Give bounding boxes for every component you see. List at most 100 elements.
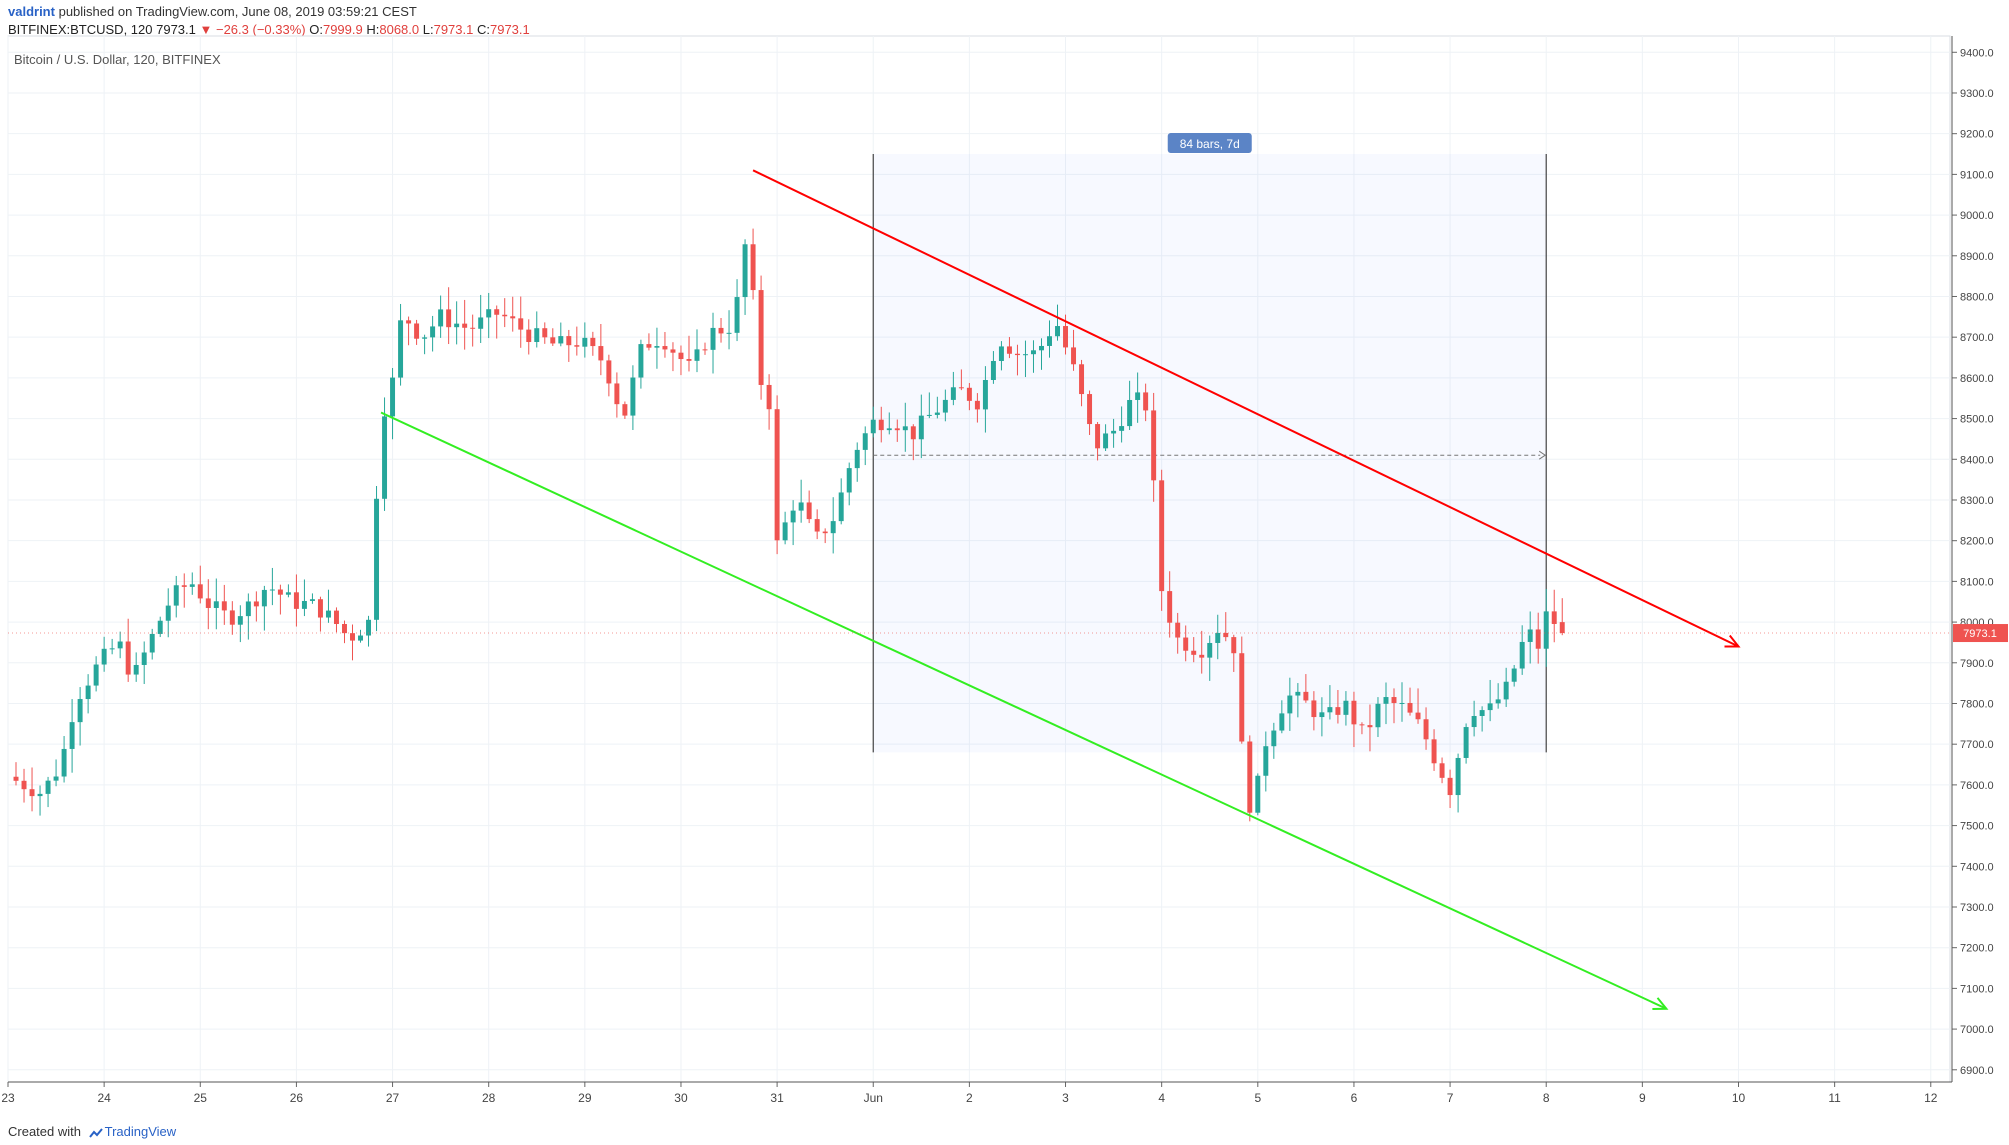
candle-body [918, 415, 924, 440]
candle-body [1167, 591, 1173, 623]
candle-body [782, 522, 788, 541]
candle-body [1391, 697, 1397, 704]
x-tick-label: 31 [770, 1091, 784, 1105]
candle-body [1022, 354, 1028, 356]
resistance-trendline-arrowhead [1724, 634, 1741, 648]
candle-body [950, 387, 956, 400]
candle-body [686, 359, 692, 361]
candle-body [1407, 702, 1413, 713]
candle-body [1103, 433, 1109, 449]
candle-body [325, 610, 331, 618]
candle-body [830, 521, 836, 534]
x-tick-label: 28 [482, 1091, 496, 1105]
candle-body [221, 601, 227, 611]
candle-body [1303, 691, 1309, 701]
candle-body [21, 780, 27, 790]
price-change: ▼ −26.3 (−0.33%) [199, 22, 306, 37]
x-tick-label: 8 [1543, 1091, 1550, 1105]
last-price-tag [1953, 624, 2008, 643]
y-tick-label: 8500.0 [1960, 414, 1994, 426]
candle-body [862, 433, 868, 450]
candle-body [502, 314, 508, 317]
candle-body [806, 502, 812, 520]
candle-body [1455, 757, 1461, 796]
candle-body [1247, 741, 1253, 813]
candle-body [37, 793, 43, 797]
candle-body [157, 620, 163, 634]
candle-body [1471, 715, 1477, 728]
candle-body [1030, 350, 1036, 355]
candle-body [1111, 430, 1117, 434]
candle-body [582, 337, 588, 347]
candle-body [85, 685, 91, 700]
x-tick-label: Jun [864, 1091, 883, 1105]
candle-body [966, 387, 972, 401]
candle-body [678, 352, 684, 360]
candle-body [926, 414, 932, 416]
candle-body [29, 789, 35, 797]
support-trendline [380, 411, 1667, 1010]
candle-body [518, 318, 524, 330]
y-tick-label: 8600.0 [1960, 373, 1994, 385]
candle-body [293, 592, 299, 609]
candle-body [1311, 700, 1317, 718]
candle-body [1383, 697, 1389, 704]
candle-body [1487, 703, 1493, 711]
candle-body [982, 380, 988, 410]
y-tick-label: 7200.0 [1960, 943, 1994, 955]
x-tick-label: 29 [578, 1091, 592, 1105]
x-tick-label: 9 [1639, 1091, 1646, 1105]
candle-body [422, 337, 428, 339]
candle-body [1495, 699, 1501, 704]
plot-area [7, 35, 1951, 1083]
candle-body [1199, 654, 1205, 658]
high-value: 8068.0 [379, 22, 420, 37]
created-with-text: Created with [8, 1124, 81, 1139]
candle-body [694, 349, 700, 361]
y-tick-label: 7900.0 [1960, 658, 1994, 670]
candle-body [237, 616, 243, 625]
candle-body [486, 309, 492, 318]
candle-body [1223, 632, 1229, 638]
candle-body [494, 309, 500, 315]
candle-body [766, 384, 772, 410]
candle-body [726, 332, 732, 334]
candle-body [902, 426, 908, 431]
y-tick-label: 9400.0 [1960, 47, 1994, 59]
candle-body [398, 320, 404, 378]
y-tick-label: 8300.0 [1960, 495, 1994, 507]
candle-body [446, 309, 452, 328]
tradingview-brand-link[interactable]: TradingView [104, 1124, 177, 1139]
candle-body [366, 619, 372, 636]
candle-body [590, 337, 596, 347]
candle-body [1239, 653, 1245, 742]
y-tick-label: 7800.0 [1960, 698, 1994, 710]
candle-body [942, 399, 948, 413]
candle-body [478, 317, 484, 329]
y-tick-label: 7700.0 [1960, 739, 1994, 751]
candle-body [558, 336, 564, 344]
published-text: published on TradingView.com, June 08, 2… [58, 4, 417, 19]
y-tick-label: 7300.0 [1960, 902, 1994, 914]
y-tick-label: 7000.0 [1960, 1024, 1994, 1036]
candle-body [702, 349, 708, 351]
author-name[interactable]: valdrint [8, 4, 55, 19]
low-value: 7973.1 [433, 22, 474, 37]
candle-body [638, 344, 644, 378]
y-tick-label: 7400.0 [1960, 861, 1994, 873]
x-tick-label: 3 [1062, 1091, 1069, 1105]
candle-body [1439, 763, 1445, 778]
candle-body [718, 327, 724, 334]
candle-body [1087, 394, 1093, 425]
resistance-trendline [752, 169, 1739, 648]
y-tick-label: 9200.0 [1960, 129, 1994, 141]
candle-body [470, 327, 476, 329]
candle-body [1343, 700, 1349, 715]
candle-body [886, 428, 892, 431]
candle-body [165, 605, 171, 621]
candle-body [870, 419, 876, 434]
candle-body [550, 337, 556, 344]
candle-body [1071, 347, 1077, 365]
candle-body [1095, 424, 1101, 449]
